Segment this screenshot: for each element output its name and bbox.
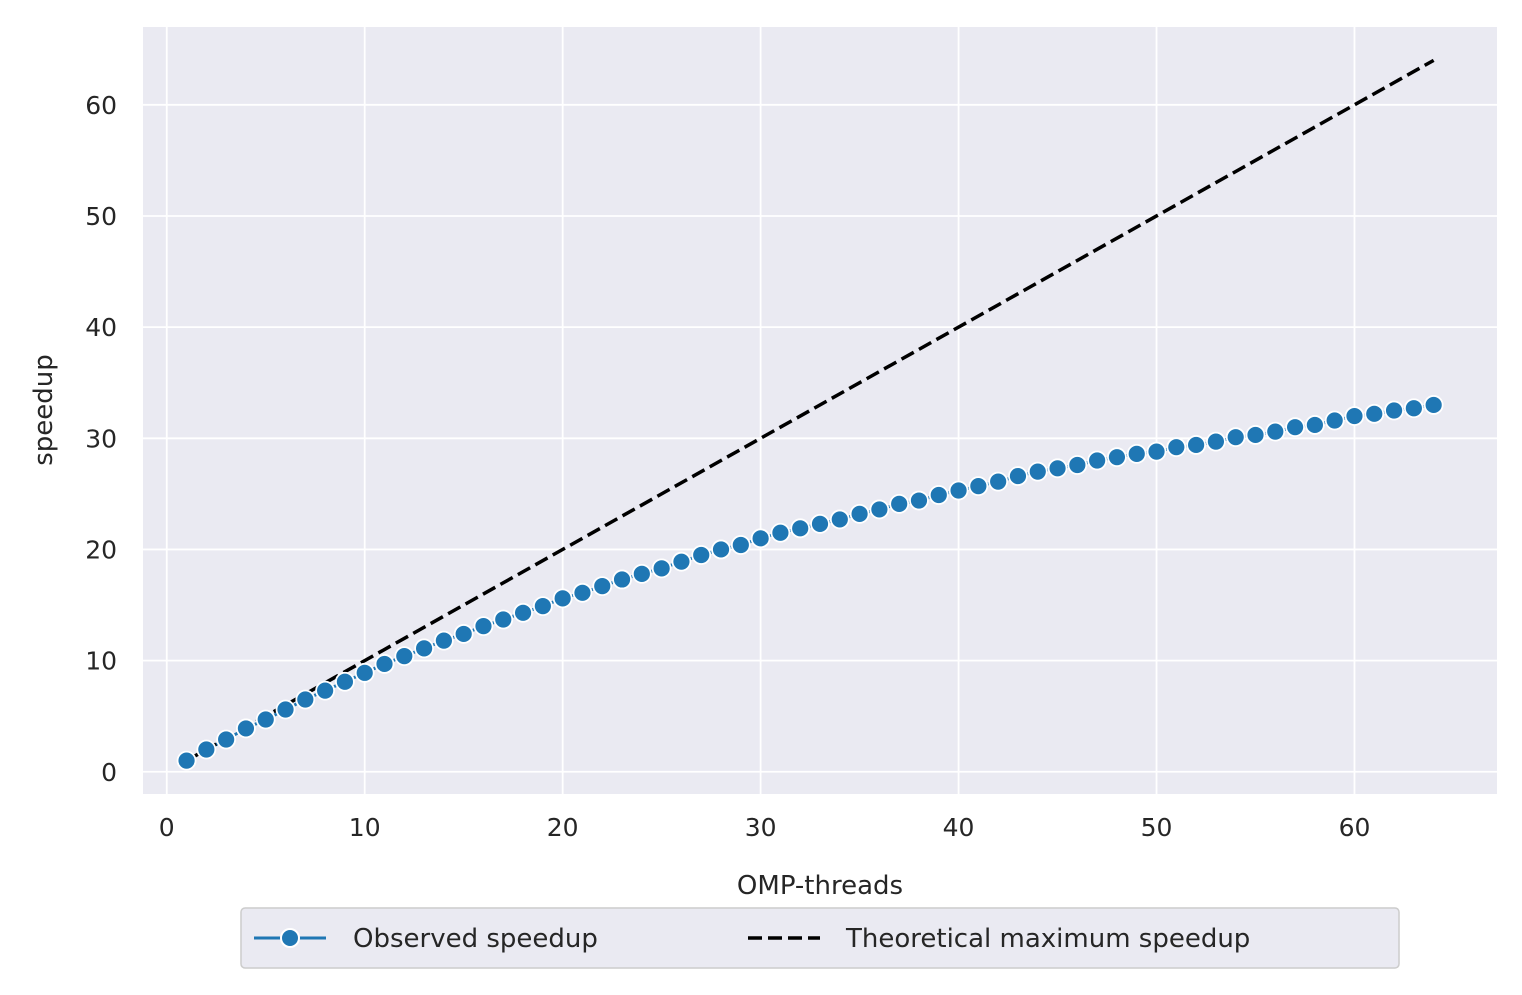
observed-speedup-point — [909, 490, 929, 511]
observed-speedup-point — [790, 518, 811, 539]
observed-speedup-point — [1067, 455, 1088, 475]
observed-speedup-line — [185, 403, 1434, 762]
observed-speedup-point — [572, 582, 593, 603]
observed-speedup-point — [1027, 461, 1048, 482]
observed-speedup-point — [671, 551, 692, 572]
observed-speedup-point — [236, 718, 256, 739]
observed-speedup-point — [1225, 427, 1246, 448]
observed-speedup-point — [631, 564, 652, 584]
observed-speedup-point — [532, 596, 553, 617]
observed-speedup-point — [1384, 400, 1404, 421]
x-tick-label: 10 — [349, 813, 381, 842]
observed-speedup-point — [770, 522, 791, 543]
legend-theoretical-label: Theoretical maximum speedup — [845, 924, 1250, 954]
series-layer — [176, 58, 1444, 771]
y-tick-label: 50 — [85, 202, 117, 231]
observed-speedup-point — [829, 509, 850, 530]
observed-speedup-point — [1087, 450, 1108, 471]
observed-speedup-point — [433, 630, 454, 651]
legend-observed-label: Observed speedup — [353, 924, 598, 954]
observed-speedup-point — [928, 485, 949, 505]
observed-speedup-point — [968, 476, 989, 496]
observed-speedup-point — [1047, 458, 1068, 479]
observed-speedup-point — [394, 646, 415, 667]
observed-speedup-point — [1186, 435, 1207, 455]
observed-speedup-point — [1324, 410, 1345, 431]
observed-speedup-point — [988, 471, 1009, 492]
observed-speedup-point — [552, 588, 573, 609]
observed-speedup-point — [1423, 395, 1444, 415]
legend-observed-marker — [280, 928, 300, 948]
observed-speedup-point — [354, 662, 375, 683]
observed-speedup-point — [1245, 425, 1266, 445]
observed-speedup-point — [1126, 443, 1147, 464]
x-tick-label: 20 — [547, 813, 579, 842]
observed-speedup-point — [948, 480, 969, 501]
x-axis-label: OMP-threads — [737, 871, 903, 901]
y-tick-label: 40 — [85, 313, 117, 342]
observed-speedup-point — [1206, 431, 1226, 452]
observed-speedup-point — [1008, 466, 1028, 486]
x-tick-label: 50 — [1141, 813, 1173, 842]
observed-speedup-point — [592, 576, 613, 597]
observed-speedup-point — [1364, 403, 1385, 424]
observed-speedup-point — [750, 528, 771, 549]
y-tick-label: 20 — [85, 535, 117, 564]
observed-speedup-point — [275, 699, 296, 720]
observed-speedup-point — [1285, 417, 1305, 438]
observed-speedup-point — [255, 709, 276, 730]
y-tick-label: 10 — [85, 647, 117, 676]
theoretical-speedup-line — [185, 58, 1435, 763]
observed-speedup-point — [1304, 415, 1325, 435]
y-tick-label: 30 — [85, 424, 117, 453]
observed-speedup-point — [889, 493, 910, 514]
observed-speedup-point — [612, 569, 632, 590]
observed-speedup-point — [196, 739, 217, 760]
x-tick-label: 30 — [745, 813, 777, 842]
observed-speedup-point — [315, 680, 336, 701]
observed-speedup-point — [1344, 406, 1365, 426]
observed-speedup-point — [513, 602, 533, 623]
observed-speedup-point — [1265, 421, 1286, 442]
observed-speedup-point — [730, 535, 751, 555]
observed-speedup-point — [473, 616, 494, 637]
observed-speedup-point — [453, 624, 474, 644]
observed-speedup-point — [1107, 447, 1127, 468]
observed-speedup-point — [176, 750, 197, 771]
x-grid-lines — [165, 27, 1356, 794]
observed-speedup-point — [493, 609, 514, 630]
observed-speedup-point — [1403, 398, 1424, 419]
observed-speedup-point — [691, 545, 712, 565]
y-axis-label: speedup — [29, 354, 59, 466]
y-tick-label: 0 — [101, 758, 117, 787]
observed-speedup-point — [335, 671, 355, 692]
observed-speedup-point — [216, 729, 237, 750]
observed-speedup-point — [295, 689, 316, 710]
x-tick-labels: 0 10 20 30 40 50 60 — [159, 813, 1371, 842]
observed-speedup-point — [414, 638, 434, 659]
y-tick-label: 60 — [85, 91, 117, 120]
x-tick-label: 60 — [1339, 813, 1371, 842]
y-tick-labels: 0 10 20 30 40 50 60 — [85, 91, 117, 787]
x-tick-label: 40 — [943, 813, 975, 842]
observed-speedup-point — [869, 499, 890, 520]
observed-speedup-point — [1166, 437, 1187, 458]
observed-speedup-point — [1146, 441, 1167, 462]
observed-speedup-point — [651, 558, 672, 579]
observed-speedup-point — [711, 539, 731, 560]
observed-speedup-point — [374, 654, 395, 674]
observed-speedup-point — [810, 513, 830, 534]
x-tick-label: 0 — [159, 813, 175, 842]
observed-speedup-point — [849, 503, 870, 524]
legend: Observed speedup Theoretical maximum spe… — [240, 907, 1400, 969]
